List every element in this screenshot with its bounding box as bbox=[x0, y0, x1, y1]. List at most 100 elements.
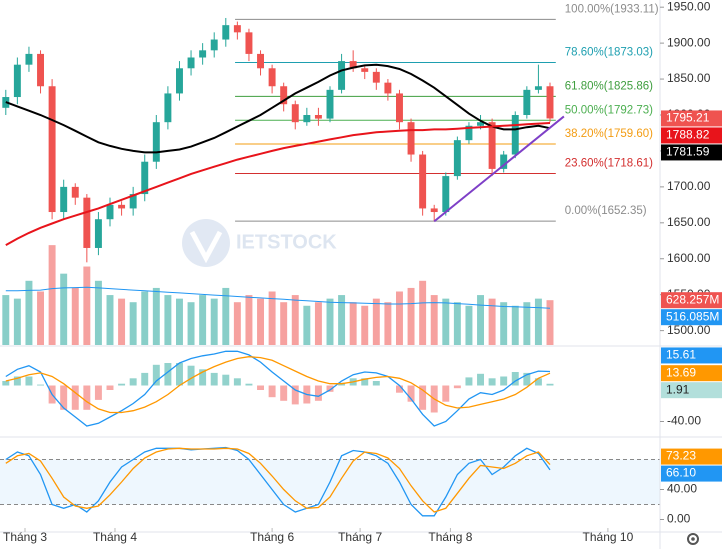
fib-label: 23.60%(1718.61) bbox=[565, 158, 653, 170]
macd-histogram-bar bbox=[94, 385, 102, 400]
price-tag bbox=[661, 347, 722, 364]
macd-histogram-bar bbox=[268, 385, 276, 398]
volume-bar bbox=[372, 298, 380, 345]
volume-bar bbox=[25, 280, 33, 345]
settings-gear-center[interactable] bbox=[691, 537, 695, 541]
price-tag bbox=[661, 110, 722, 127]
macd-histogram-bar bbox=[442, 385, 450, 402]
watermark-text: IETSTOCK bbox=[236, 231, 337, 253]
macd-histogram-bar bbox=[523, 372, 531, 386]
y-tick-label: 0.00 bbox=[667, 512, 691, 526]
candle-body bbox=[361, 68, 369, 72]
candle-body bbox=[430, 208, 438, 213]
volume-bar bbox=[534, 298, 542, 345]
macd-histogram-bar bbox=[511, 372, 519, 386]
macd-histogram-bar bbox=[477, 373, 484, 386]
macd-histogram-bar bbox=[25, 376, 33, 386]
signal-line bbox=[5, 356, 551, 414]
price-tag-label: 66.10 bbox=[666, 466, 696, 480]
volume-bar bbox=[2, 295, 10, 345]
trendline bbox=[433, 115, 565, 223]
volume-bar bbox=[164, 295, 172, 345]
volume-bar bbox=[546, 300, 554, 345]
volume-bar bbox=[488, 298, 496, 345]
fib-label: 61.80%(1825.86) bbox=[565, 80, 653, 92]
macd-histogram-bar bbox=[60, 385, 68, 410]
macd-histogram-bar bbox=[13, 376, 21, 386]
candle-body bbox=[546, 86, 554, 119]
candle-body bbox=[94, 219, 102, 248]
macd-histogram-bar bbox=[500, 376, 508, 386]
macd-histogram-bar bbox=[106, 385, 114, 390]
price-tag-label: 15.61 bbox=[666, 348, 696, 362]
volume-bar bbox=[152, 287, 160, 345]
volume-bar bbox=[500, 302, 508, 345]
candle-body bbox=[338, 61, 346, 90]
macd-histogram-bar bbox=[199, 369, 207, 386]
volume-bar bbox=[396, 291, 403, 345]
volume-bar bbox=[60, 273, 68, 345]
volume-bar bbox=[268, 291, 276, 345]
candle-body bbox=[280, 86, 288, 105]
macd-histogram-bar bbox=[361, 378, 369, 386]
settings-gear[interactable] bbox=[687, 533, 699, 545]
candle-body bbox=[141, 161, 149, 195]
candle-body bbox=[314, 115, 322, 119]
y-tick-label: 1850.00 bbox=[667, 71, 711, 85]
macd-histogram-bar bbox=[534, 378, 542, 386]
volume-bar bbox=[233, 302, 241, 345]
volume-bar bbox=[48, 245, 56, 345]
candle-body bbox=[372, 71, 380, 83]
settings-icon[interactable] bbox=[687, 533, 699, 545]
candle-body bbox=[523, 89, 531, 115]
macd-histogram-bar bbox=[233, 378, 241, 386]
y-tick-label: 1950.00 bbox=[667, 0, 711, 13]
volume-bar bbox=[187, 302, 195, 345]
macd-histogram-bar bbox=[83, 385, 91, 410]
candle-body bbox=[326, 89, 334, 119]
candle-body bbox=[106, 204, 114, 220]
candle-body bbox=[83, 197, 91, 248]
candle-body bbox=[176, 68, 183, 94]
volume-bar bbox=[361, 305, 369, 345]
volume-bar bbox=[222, 287, 230, 345]
y-tick-label: -40.00 bbox=[667, 414, 701, 428]
x-tick-label: Tháng 3 bbox=[3, 530, 47, 544]
macd-histogram-bar bbox=[453, 385, 461, 389]
price-tag bbox=[661, 465, 722, 482]
macd-histogram-bar bbox=[129, 378, 137, 386]
y-tick-label: 40.00 bbox=[667, 482, 697, 496]
candle-body bbox=[118, 204, 126, 209]
macd-histogram-bar bbox=[71, 385, 79, 410]
macd-histogram-bar bbox=[280, 385, 288, 401]
volume-bar bbox=[465, 305, 473, 345]
volume-bar bbox=[129, 302, 137, 345]
stoch-d-line bbox=[5, 447, 551, 513]
volume-bar bbox=[13, 298, 21, 345]
volume-bar bbox=[430, 295, 438, 345]
x-tick-label: Tháng 10 bbox=[583, 530, 634, 544]
volume-bar bbox=[453, 302, 461, 345]
x-tick-label: Tháng 6 bbox=[250, 530, 294, 544]
candle-body bbox=[222, 25, 230, 40]
macd-histogram-bar bbox=[152, 364, 160, 386]
macd-histogram-bar bbox=[37, 384, 44, 386]
candle-body bbox=[534, 86, 542, 90]
macd-histogram-bar bbox=[488, 378, 496, 386]
price-tag-label: 516.085M bbox=[666, 309, 719, 323]
candle-body bbox=[396, 93, 403, 123]
volume-bar bbox=[118, 298, 126, 345]
fib-label: 50.00%(1792.73) bbox=[565, 104, 653, 116]
x-tick-label: Tháng 4 bbox=[93, 530, 137, 544]
candle-body bbox=[407, 122, 415, 155]
volume-bar bbox=[280, 302, 288, 345]
volume-bar bbox=[71, 287, 79, 345]
price-tag-label: 1781.59 bbox=[666, 145, 710, 159]
volume-bar bbox=[303, 305, 311, 345]
macd-histogram-bar bbox=[164, 363, 172, 386]
candle-body bbox=[384, 82, 392, 94]
candle-body bbox=[488, 122, 496, 169]
macd-histogram-bar bbox=[326, 385, 334, 392]
price-tag bbox=[661, 365, 722, 382]
volume-bar bbox=[291, 295, 299, 345]
